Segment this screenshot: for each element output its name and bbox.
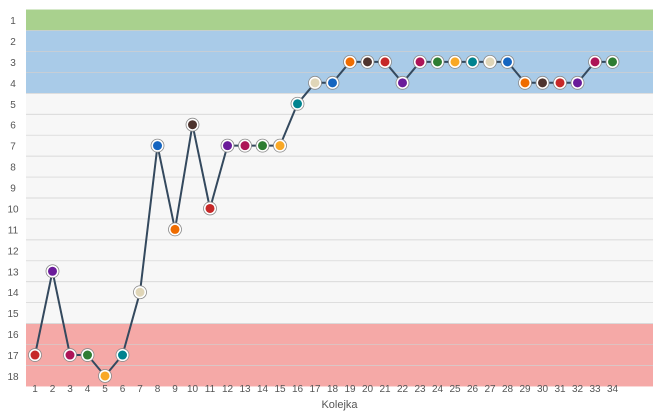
y-tick-label: 11 (8, 225, 19, 236)
club-crest-core (398, 78, 407, 88)
club-crest-core (30, 350, 40, 360)
x-tick-label: 9 (172, 384, 178, 395)
y-tick-label: 2 (10, 37, 16, 48)
x-tick-label: 13 (239, 384, 251, 395)
club-crest-core (555, 78, 565, 88)
x-tick-label: 32 (572, 384, 584, 395)
club-crest-core (328, 78, 337, 88)
x-tick-label: 22 (397, 384, 409, 395)
zone-band-1 (26, 9, 653, 31)
club-crest-core (590, 57, 600, 67)
position-markers (28, 54, 620, 383)
club-crest-core (223, 141, 232, 151)
y-tick-label: 6 (10, 121, 16, 132)
club-crest-core (468, 57, 477, 67)
y-tick-label: 10 (7, 204, 19, 215)
x-tick-label: 33 (589, 384, 601, 395)
y-tick-label: 15 (7, 309, 19, 320)
x-tick-label: 12 (222, 384, 234, 395)
x-tick-label: 27 (484, 384, 496, 395)
club-crest-core (520, 78, 530, 88)
x-tick-label: 8 (155, 384, 161, 395)
club-crest-core (240, 141, 250, 151)
club-crest-core (118, 350, 127, 360)
x-tick-label: 30 (537, 384, 549, 395)
x-tick-label: 26 (467, 384, 479, 395)
y-tick-label: 17 (7, 351, 19, 362)
x-tick-label: 2 (50, 384, 56, 395)
club-crest-core (258, 141, 267, 151)
club-crest-core (363, 57, 372, 67)
club-crest-core (415, 57, 425, 67)
x-tick-label: 11 (205, 384, 216, 395)
grid-lines (26, 30, 653, 366)
club-crest-core (485, 57, 495, 67)
y-tick-label: 12 (7, 246, 19, 257)
club-crest-core (293, 99, 302, 109)
club-crest-core (153, 141, 162, 151)
x-tick-label: 31 (554, 384, 566, 395)
y-tick-label: 4 (10, 79, 16, 90)
club-crest-core (450, 57, 460, 67)
club-crest-core (100, 371, 110, 381)
x-tick-label: 20 (362, 384, 374, 395)
club-crest-core (135, 287, 145, 297)
y-tick-label: 16 (7, 330, 19, 341)
club-crest-core (345, 57, 355, 67)
x-tick-label: 28 (502, 384, 514, 395)
club-crest-core (310, 78, 320, 88)
x-tick-label: 10 (187, 384, 199, 395)
club-crest-core (573, 78, 582, 88)
x-tick-label: 3 (67, 384, 73, 395)
x-axis-label: Kolejka (321, 399, 358, 411)
club-crest-core (205, 203, 215, 213)
club-crest-core (608, 57, 617, 67)
x-tick-label: 17 (309, 384, 321, 395)
zone-band-3 (26, 323, 653, 387)
club-crest-core (65, 350, 75, 360)
y-tick-label: 1 (10, 16, 16, 27)
x-tick-label: 18 (327, 384, 339, 395)
y-tick-label: 14 (7, 288, 19, 299)
x-tick-label: 1 (32, 384, 38, 395)
x-tick-label: 34 (607, 384, 619, 395)
x-tick-label: 7 (137, 384, 143, 395)
x-tick-label: 4 (85, 384, 91, 395)
x-tick-label: 25 (449, 384, 461, 395)
x-tick-label: 16 (292, 384, 304, 395)
y-tick-label: 3 (10, 58, 16, 69)
x-tick-label: 5 (102, 384, 108, 395)
x-tick-label: 24 (432, 384, 444, 395)
x-tick-label: 14 (257, 384, 269, 395)
club-crest-core (170, 224, 180, 234)
club-crest-core (275, 141, 285, 151)
club-crest-core (503, 57, 512, 67)
club-crest-core (433, 57, 442, 67)
x-tick-label: 6 (120, 384, 126, 395)
club-crest-core (380, 57, 390, 67)
x-tick-label: 19 (344, 384, 356, 395)
x-tick-label: 29 (519, 384, 531, 395)
x-tick-label: 23 (414, 384, 426, 395)
y-tick-label: 9 (10, 184, 16, 195)
club-crest-core (188, 120, 197, 130)
x-tick-label: 21 (379, 384, 391, 395)
x-axis-ticks: 1 2 3 4 5 6 7 8 9 10 11 12 13 14 15 16 17 18 19 20 21 22 23 24 2… (32, 384, 618, 395)
club-crest-core (48, 266, 57, 276)
x-tick-label: 15 (274, 384, 286, 395)
y-tick-label: 18 (7, 372, 19, 383)
y-tick-label: 13 (7, 267, 19, 278)
club-crest-core (538, 78, 547, 88)
position-line (34, 60, 613, 377)
zone-bands (26, 9, 653, 387)
y-tick-label: 7 (10, 142, 16, 153)
y-tick-label: 5 (10, 100, 16, 111)
club-crest-core (83, 350, 92, 360)
y-tick-label: 8 (10, 163, 16, 174)
